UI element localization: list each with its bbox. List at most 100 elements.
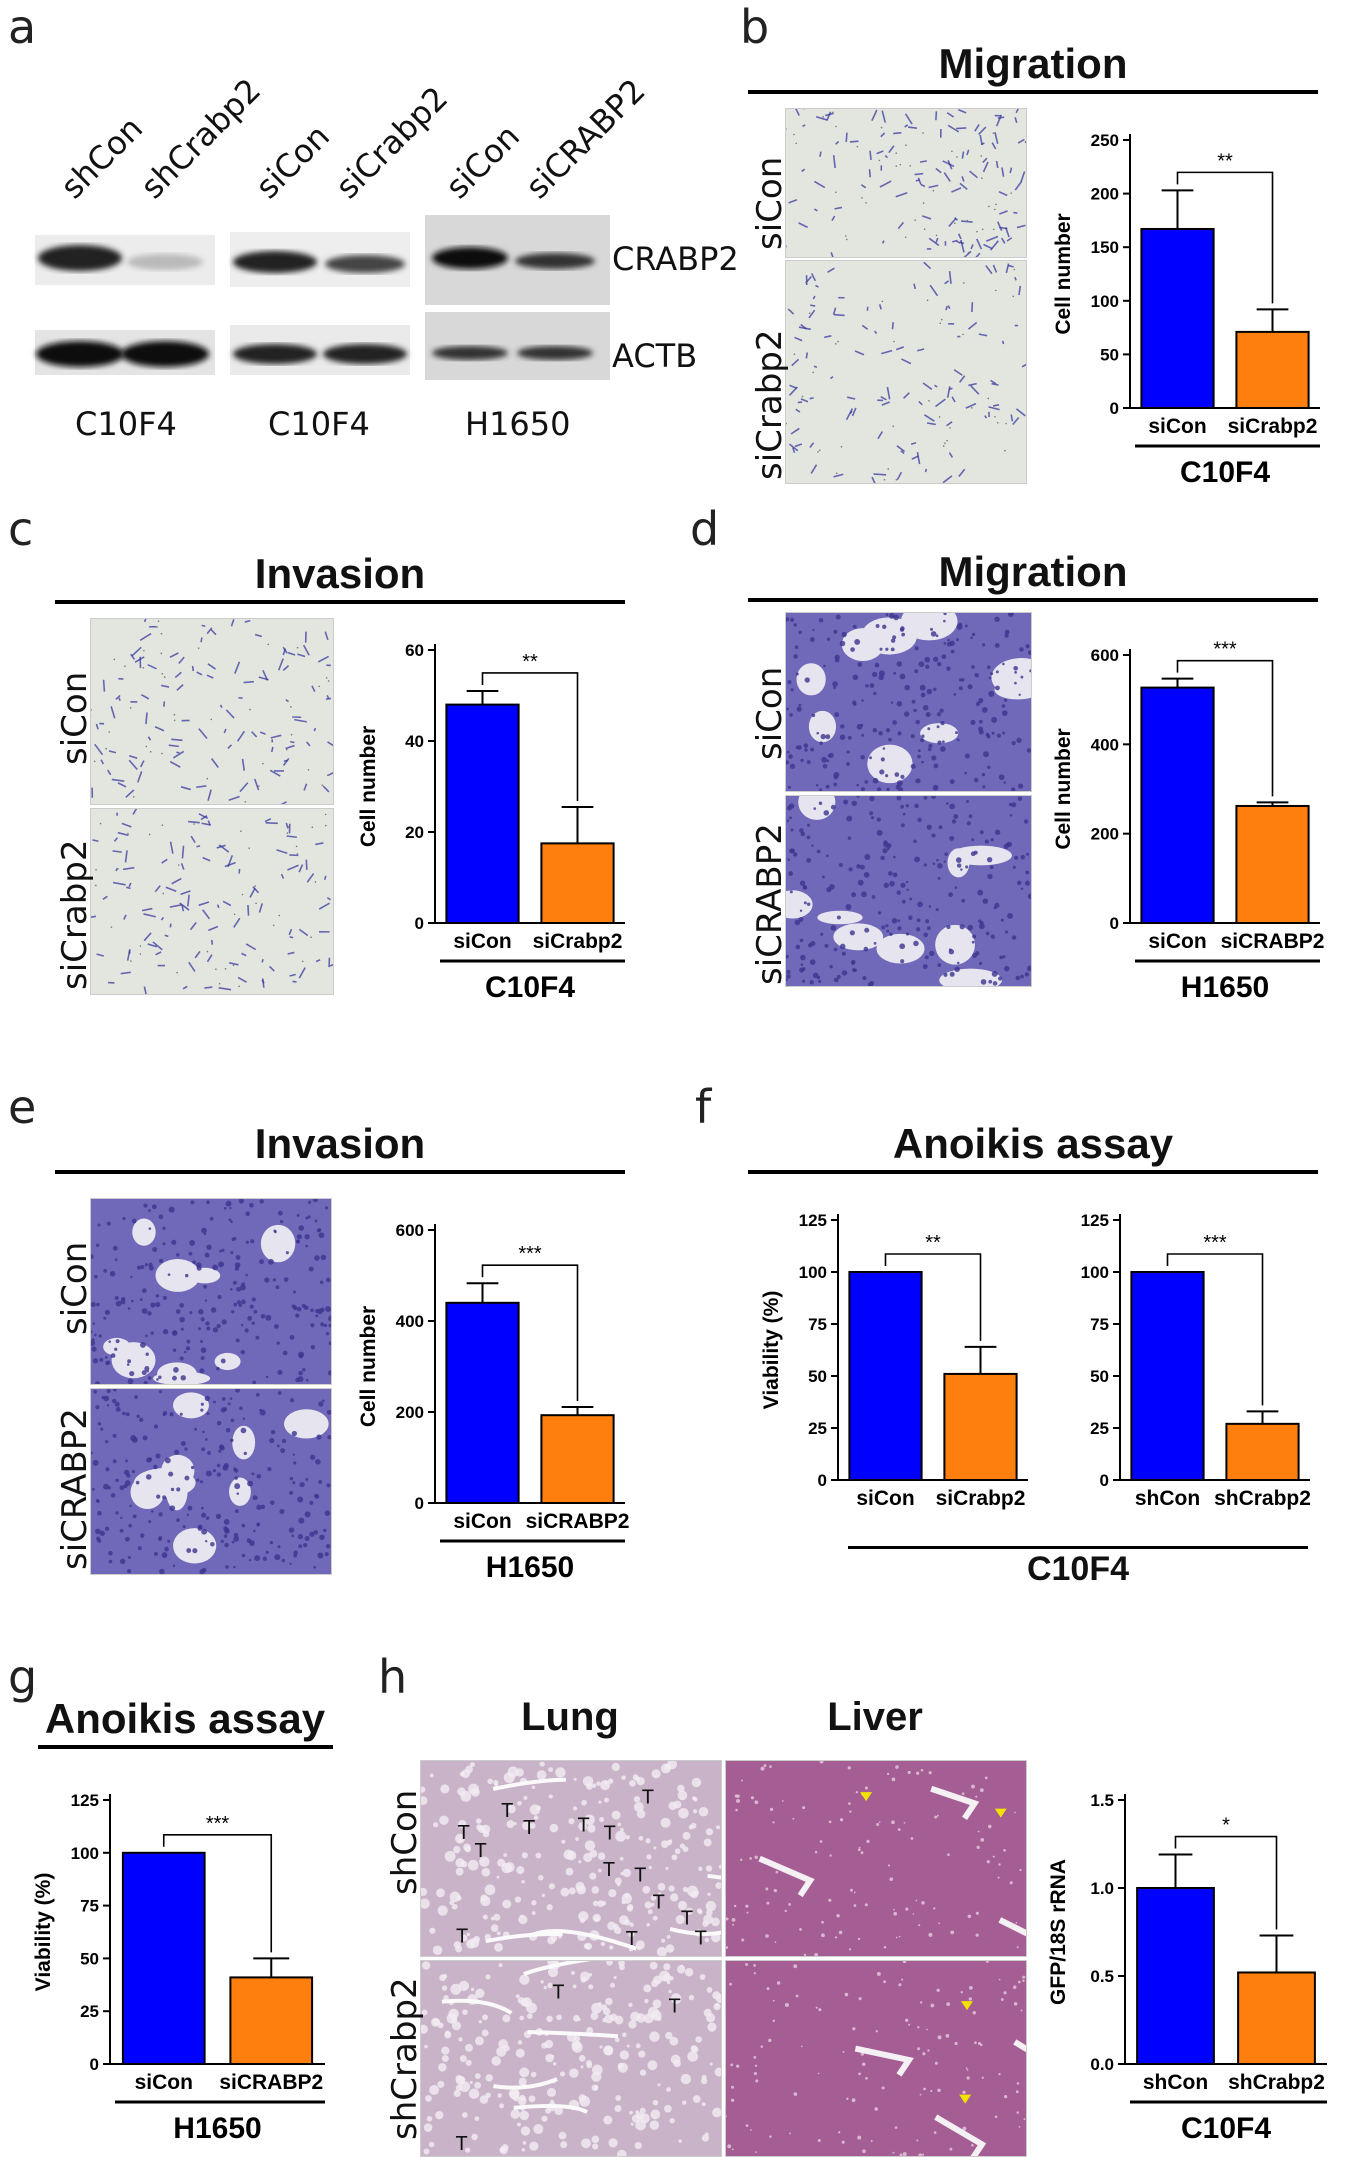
nucleus — [264, 1277, 269, 1282]
nucleus — [265, 1315, 271, 1321]
y-tick-label: 100 — [1081, 1263, 1109, 1282]
nucleus — [875, 663, 880, 668]
row-label: siCon — [55, 1242, 95, 1335]
sinusoid — [901, 1979, 903, 1981]
nucleus — [967, 925, 973, 931]
alveolus — [666, 2087, 671, 2092]
alveolus — [620, 1857, 624, 1861]
sinusoid — [969, 1997, 972, 2000]
sinusoid — [916, 1772, 919, 1775]
nucleus — [305, 1511, 311, 1517]
panel-label-e: e — [8, 1080, 36, 1134]
nucleus — [906, 932, 909, 935]
alveolus — [635, 2142, 642, 2149]
nucleus — [826, 785, 830, 789]
sinusoid — [898, 1828, 901, 1831]
alveolus — [635, 2120, 646, 2131]
nucleus — [936, 859, 939, 862]
significance-marker: ** — [925, 1232, 941, 1254]
pore — [956, 156, 958, 158]
nucleus — [186, 1548, 191, 1553]
nucleus — [315, 1314, 318, 1317]
nucleus — [107, 1404, 109, 1406]
nucleus — [939, 825, 943, 829]
alveolus — [596, 1781, 600, 1785]
cell — [314, 728, 315, 731]
cell — [874, 474, 887, 475]
nucleus — [216, 1367, 220, 1371]
nucleus — [969, 814, 973, 818]
micrograph-image — [91, 1199, 331, 1384]
cell — [870, 151, 871, 160]
pore — [892, 425, 894, 427]
nucleus — [980, 830, 984, 834]
nucleus — [311, 1345, 315, 1349]
gap — [842, 628, 884, 661]
nucleus — [270, 1500, 275, 1505]
nucleus — [236, 1338, 240, 1342]
nucleus — [833, 630, 837, 634]
alveolus — [650, 1962, 658, 1970]
nucleus — [234, 1476, 238, 1480]
sinusoid — [736, 2064, 739, 2067]
nucleus — [171, 1488, 174, 1491]
nucleus — [803, 886, 807, 890]
alveolus — [681, 2074, 691, 2084]
pore — [233, 965, 235, 967]
y-tick-label: 400 — [396, 1312, 424, 1331]
alveolus — [462, 2009, 468, 2015]
x-tick-label: siCon — [453, 1510, 511, 1533]
y-tick-label: 25 — [80, 2002, 99, 2021]
y-axis-label: GFP/18S rRNA — [1047, 1859, 1070, 2005]
sinusoid — [917, 2047, 920, 2050]
nucleus — [107, 1221, 111, 1225]
sinusoid — [836, 1914, 839, 1917]
sinusoid — [874, 2107, 878, 2111]
tumor-marker: T — [552, 1981, 564, 2003]
nucleus — [146, 1458, 151, 1463]
nucleus — [140, 1298, 143, 1301]
alveolus — [615, 1831, 626, 1842]
nucleus — [314, 1255, 320, 1261]
sinusoid — [871, 2140, 873, 2142]
nucleus — [891, 647, 895, 651]
sinusoid — [861, 1851, 864, 1854]
alveolus — [442, 1985, 448, 1991]
nucleus — [870, 683, 875, 688]
alveolus — [518, 2096, 527, 2105]
nucleus — [925, 665, 929, 669]
pore — [941, 319, 943, 321]
nucleus — [937, 740, 941, 744]
nucleus — [992, 732, 995, 735]
nucleus — [917, 902, 923, 908]
sinusoid — [821, 1933, 825, 1937]
nucleus — [277, 1370, 282, 1375]
nucleus — [224, 1534, 228, 1538]
nucleus — [806, 858, 811, 863]
nucleus — [843, 799, 848, 804]
sinusoid — [921, 1901, 924, 1904]
nucleus — [895, 772, 900, 777]
nucleus — [927, 926, 931, 930]
nucleus — [816, 732, 819, 735]
alveolus — [604, 2014, 613, 2023]
background — [91, 619, 333, 804]
nucleus — [154, 1552, 158, 1556]
row-label: siCon — [750, 157, 790, 250]
nucleus — [234, 1533, 239, 1538]
sinusoid — [971, 1785, 975, 1789]
sinusoid — [734, 1905, 736, 1907]
nucleus — [126, 1412, 130, 1416]
pore — [255, 903, 257, 905]
nucleus — [846, 762, 850, 766]
cell — [290, 742, 294, 743]
sinusoid — [818, 2073, 820, 2075]
band — [515, 253, 595, 269]
sinusoid — [755, 1800, 759, 1804]
gap — [155, 1259, 199, 1292]
alveolus — [661, 1818, 671, 1828]
nucleus — [966, 800, 969, 803]
cell — [146, 712, 147, 724]
alveolus — [604, 1781, 608, 1785]
